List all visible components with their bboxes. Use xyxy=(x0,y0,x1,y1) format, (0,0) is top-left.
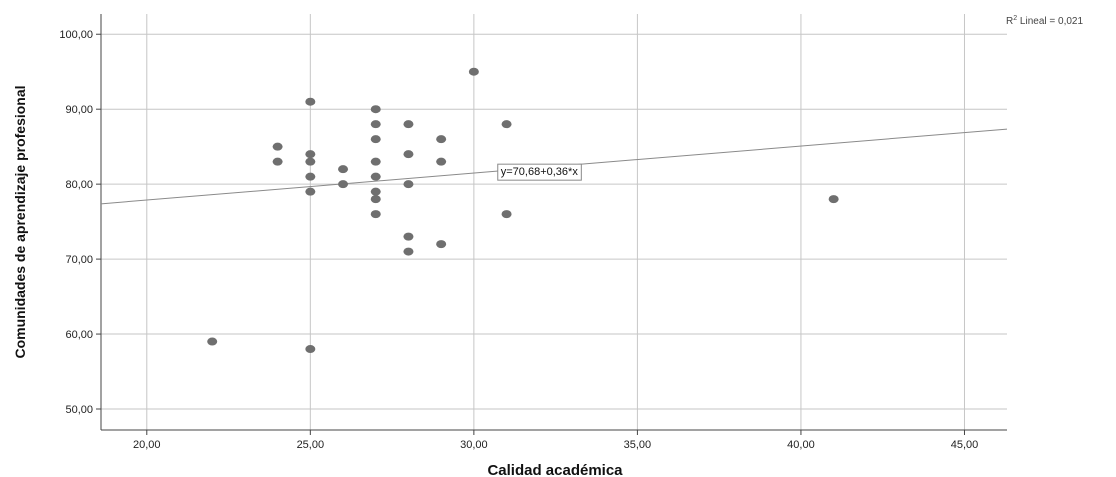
gridlines xyxy=(101,14,1007,430)
x-tick-label: 40,00 xyxy=(787,439,815,451)
data-points xyxy=(207,67,839,354)
data-point xyxy=(305,157,316,166)
y-axis-title: Comunidades de aprendizaje profesional xyxy=(12,85,28,358)
data-point xyxy=(828,195,839,204)
data-point xyxy=(305,150,316,159)
y-tick-label: 70,00 xyxy=(65,254,93,266)
r2-superscript: 2 xyxy=(1013,15,1017,22)
data-point xyxy=(501,210,512,219)
data-point xyxy=(305,345,316,354)
r2-prefix: R xyxy=(1006,16,1013,27)
y-tick-label: 80,00 xyxy=(65,179,93,191)
y-tick-label: 90,00 xyxy=(65,104,93,116)
data-point xyxy=(305,172,316,181)
data-point xyxy=(338,165,349,174)
data-point xyxy=(305,187,316,196)
data-point xyxy=(468,67,479,76)
data-point xyxy=(370,105,381,114)
x-tick-label: 35,00 xyxy=(624,439,652,451)
data-point xyxy=(305,97,316,106)
y-tick-label: 50,00 xyxy=(65,404,93,416)
fit-line-group: y=70,68+0,36*x xyxy=(100,128,1008,205)
data-point xyxy=(370,187,381,196)
data-point xyxy=(436,135,447,144)
data-point xyxy=(370,135,381,144)
r2-text: Lineal = 0,021 xyxy=(1017,16,1083,27)
x-axis-title: Calidad académica xyxy=(487,462,623,477)
data-point xyxy=(370,195,381,204)
data-point xyxy=(272,157,283,166)
x-tick-label: 30,00 xyxy=(460,439,488,451)
data-point xyxy=(436,157,447,166)
data-point xyxy=(403,247,414,256)
data-point xyxy=(272,142,283,151)
x-tick-label: 25,00 xyxy=(297,439,325,451)
data-point xyxy=(403,180,414,189)
data-point xyxy=(370,157,381,166)
r2-label: R2 Lineal = 0,021 xyxy=(1006,15,1083,27)
data-point xyxy=(370,172,381,181)
x-tick-label: 20,00 xyxy=(133,439,161,451)
data-point xyxy=(403,150,414,159)
fit-equation-label: y=70,68+0,36*x xyxy=(501,166,579,178)
y-tick-label: 100,00 xyxy=(59,29,93,41)
x-tick-label: 45,00 xyxy=(951,439,979,451)
data-point xyxy=(501,120,512,129)
data-point xyxy=(436,240,447,249)
y-tick-label: 60,00 xyxy=(65,329,93,341)
data-point xyxy=(403,232,414,241)
axes xyxy=(96,14,1007,435)
data-point xyxy=(370,210,381,219)
data-point xyxy=(403,120,414,129)
data-point xyxy=(207,337,218,346)
data-point xyxy=(370,120,381,129)
fit-equation-box xyxy=(497,163,582,181)
data-point xyxy=(338,180,349,189)
y-tick-labels: 50,00 60,00 70,00 80,00 90,00 100,00 xyxy=(59,29,93,416)
x-tick-labels: 20,00 25,00 30,00 35,00 40,00 45,00 xyxy=(133,439,978,451)
